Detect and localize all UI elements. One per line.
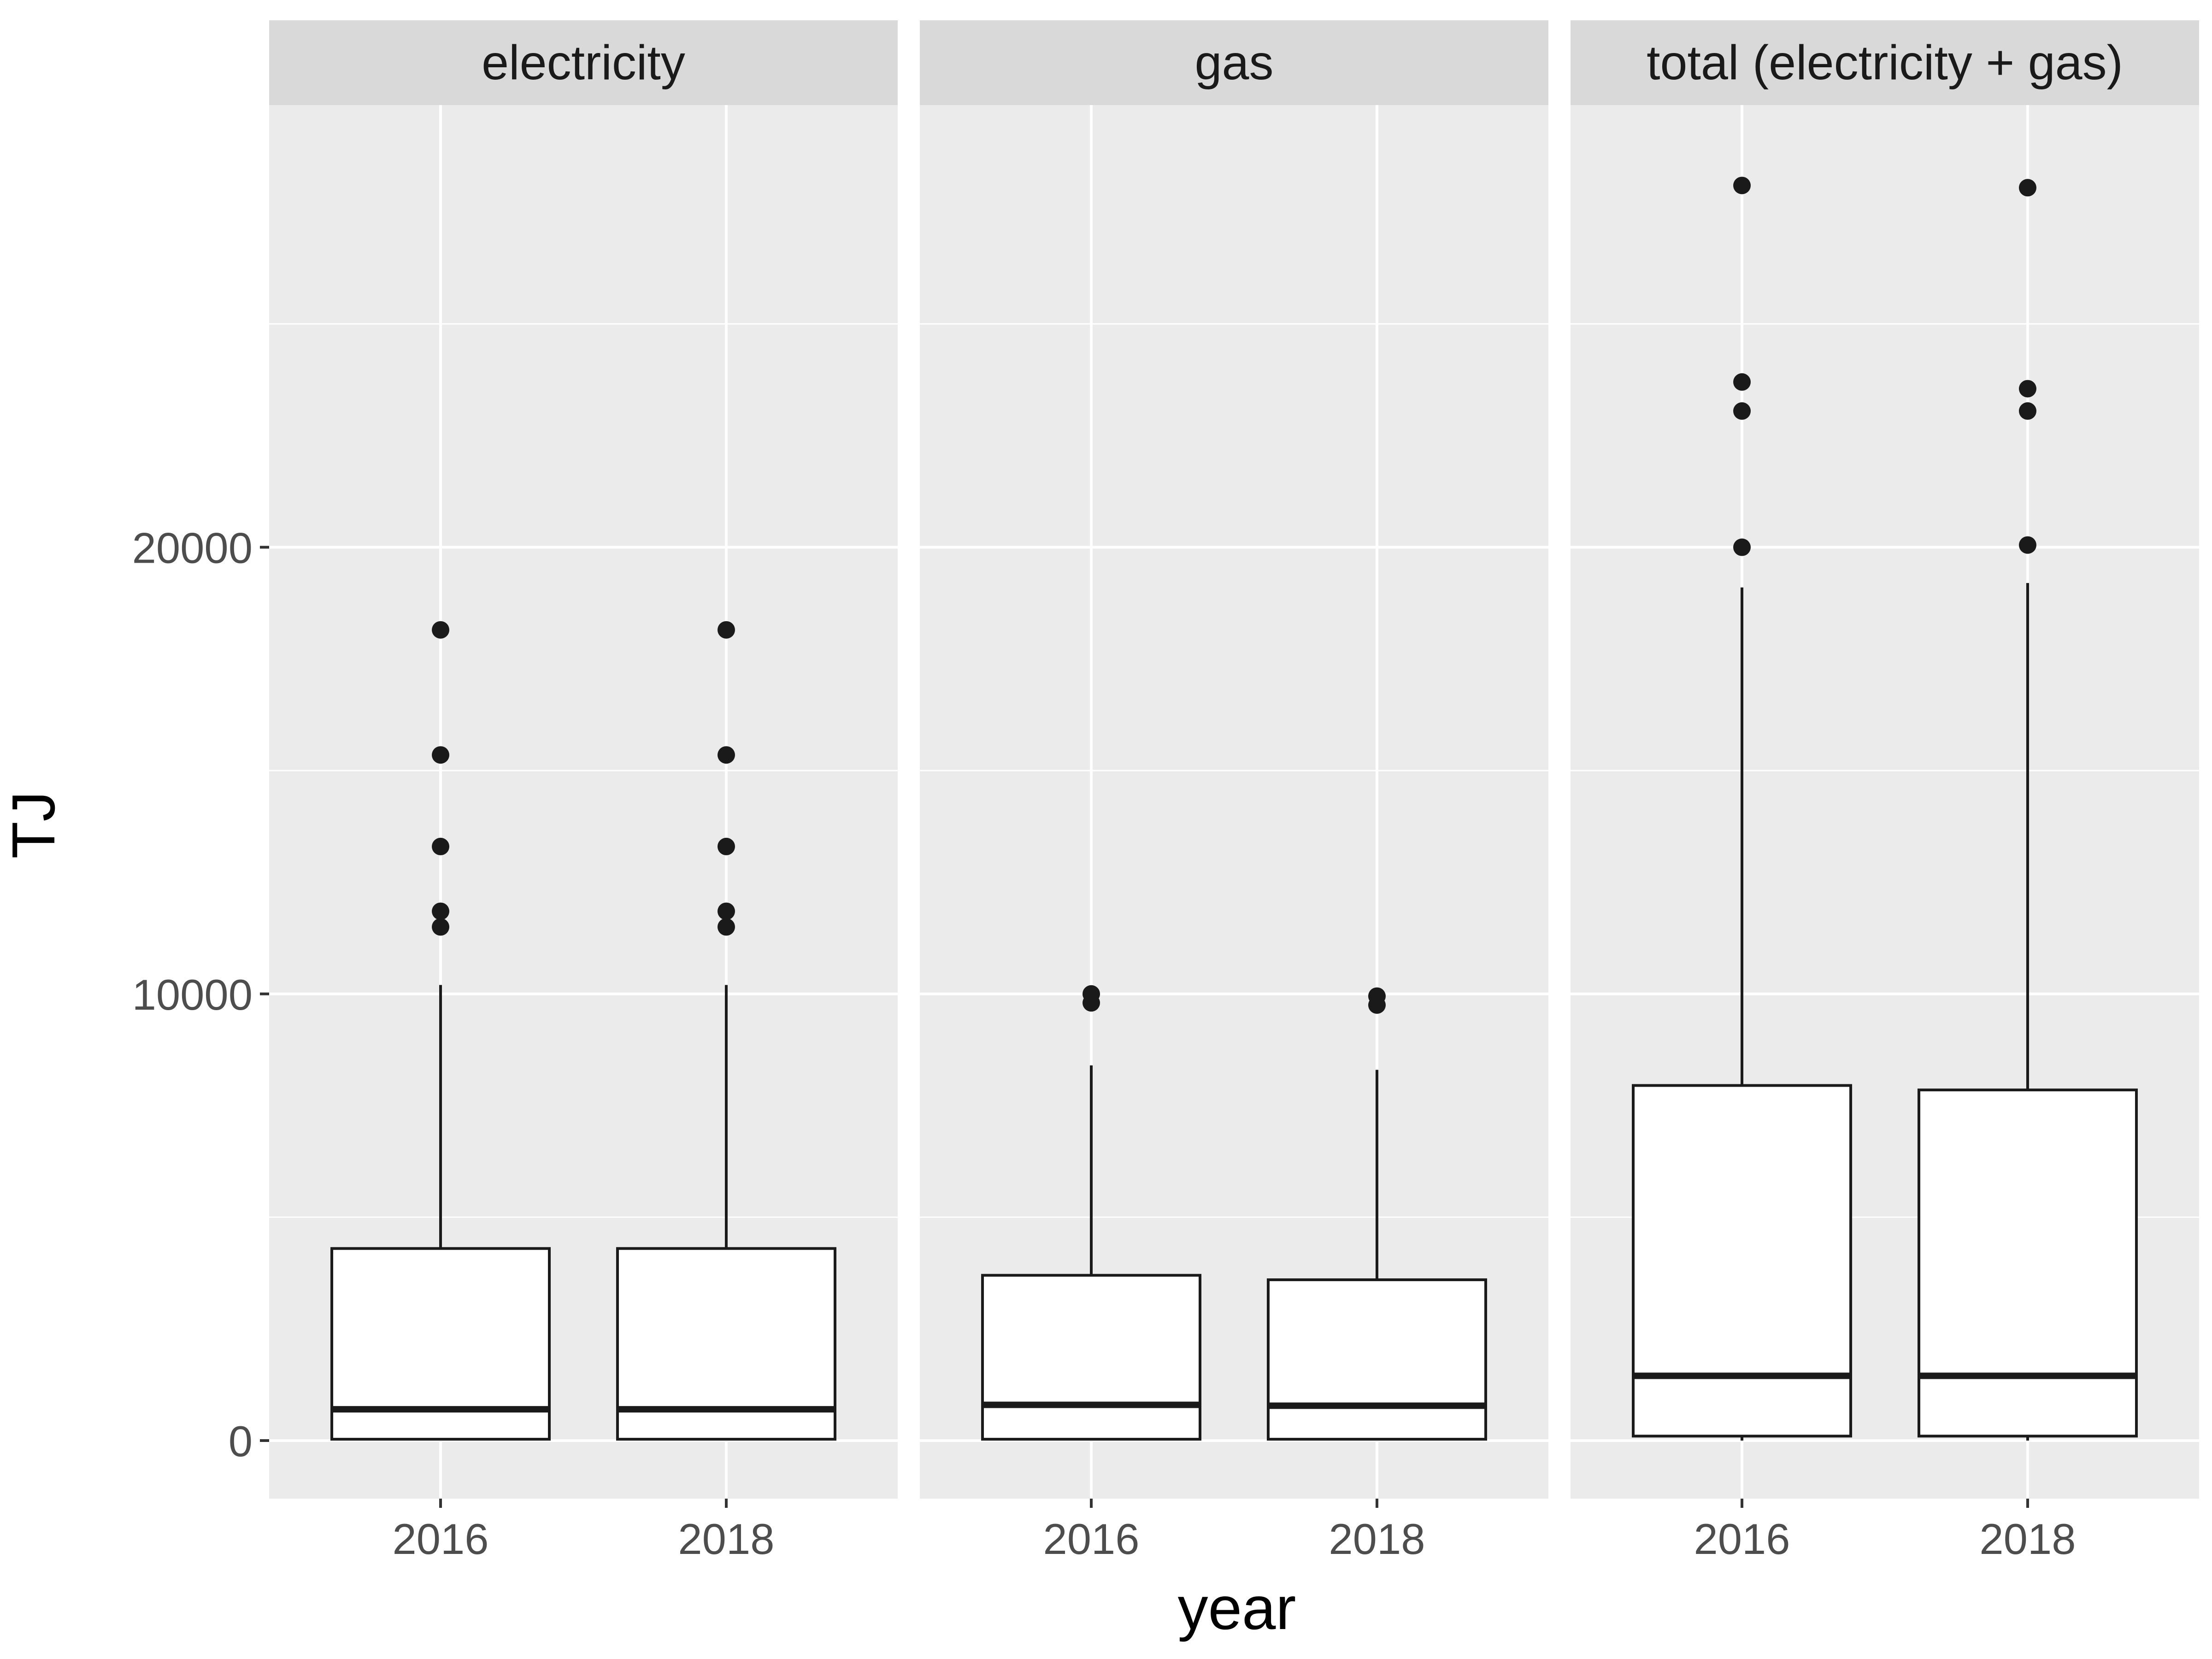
outlier-point — [432, 621, 450, 639]
boxplot-2016: 2016 — [330, 621, 551, 1563]
facet-strip-label: total (electricity + gas) — [1647, 35, 2123, 90]
outlier-point — [1368, 987, 1386, 1005]
boxplot-2018: 2018 — [616, 621, 836, 1563]
outlier-point — [717, 746, 735, 764]
outlier-point — [1082, 985, 1100, 1003]
box-iqr — [1266, 1278, 1487, 1441]
x-axis-title: year — [1178, 1574, 1296, 1642]
outlier-point — [1733, 402, 1751, 420]
x-tick-label: 2016 — [1694, 1515, 1790, 1563]
outlier-point — [2018, 380, 2036, 398]
outlier-point — [432, 902, 450, 920]
box-iqr — [1632, 1084, 1853, 1438]
outlier-point — [1733, 538, 1751, 556]
y-tick-label: 10000 — [132, 971, 253, 1019]
facet-strip — [269, 20, 898, 105]
boxplot-2016: 2016 — [981, 985, 1202, 1563]
outlier-point — [432, 837, 450, 855]
x-tick-label: 2016 — [392, 1515, 488, 1563]
outlier-point — [1733, 373, 1751, 391]
x-tick-label: 2018 — [1329, 1515, 1425, 1563]
box-iqr — [1917, 1088, 2138, 1438]
x-tick-label: 2018 — [678, 1515, 774, 1563]
facet-strip-label: gas — [1195, 35, 1274, 90]
y-axis: 0 10000 20000 — [132, 524, 269, 1465]
outlier-point — [2018, 402, 2036, 420]
y-tick-label: 20000 — [132, 524, 253, 572]
outlier-point — [2018, 179, 2036, 197]
outlier-point — [717, 918, 735, 936]
x-tick-label: 2016 — [1043, 1515, 1139, 1563]
facet-strip — [1571, 20, 2199, 105]
facet-panel-2: total (electricity + gas) 2016 2018 — [1571, 20, 2199, 1563]
outlier-point — [432, 918, 450, 936]
outlier-point — [717, 902, 735, 920]
boxplot-2018: 2018 — [1266, 987, 1487, 1563]
outlier-point — [2018, 536, 2036, 554]
outlier-point — [717, 837, 735, 855]
outlier-point — [1733, 176, 1751, 194]
facet-panel-0: electricity 2016 2018 — [269, 20, 898, 1563]
boxplot-2018: 2018 — [1917, 179, 2138, 1563]
y-axis-title: TJ — [0, 791, 67, 859]
box-iqr — [981, 1274, 1202, 1441]
boxplot-2016: 2016 — [1632, 176, 1853, 1563]
x-tick-label: 2018 — [1979, 1515, 2076, 1563]
panel-background — [920, 105, 1548, 1499]
facet-strip — [920, 20, 1548, 105]
facet-panel-1: gas 2016 2018 — [920, 20, 1548, 1563]
facet-strip-label: electricity — [482, 35, 685, 90]
outlier-point — [717, 621, 735, 639]
y-tick-label: 0 — [229, 1417, 253, 1465]
outlier-point — [432, 746, 450, 764]
